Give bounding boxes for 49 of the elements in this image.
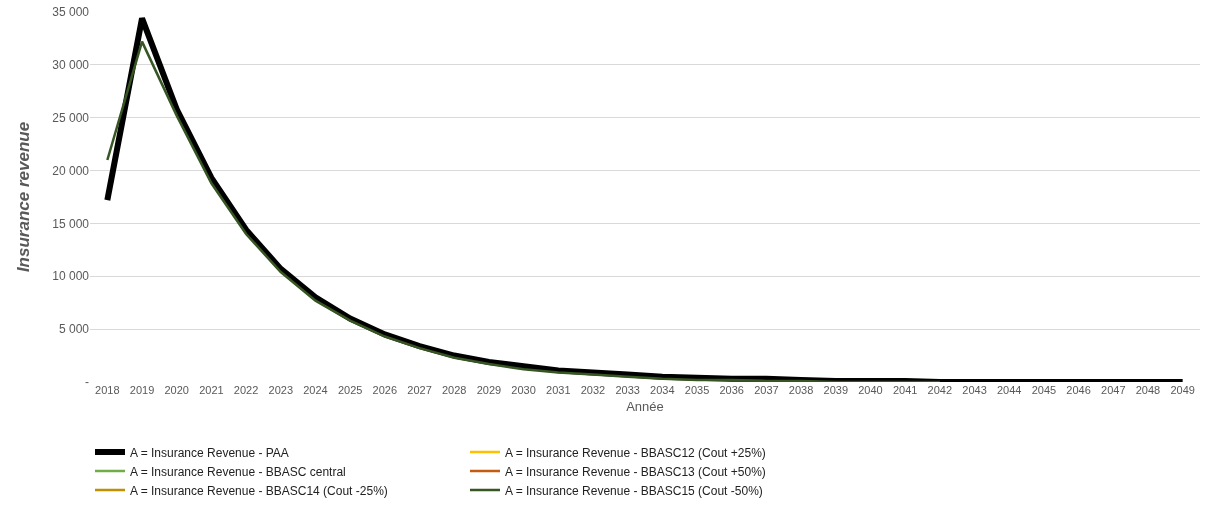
y-tick-label: 30 000 — [52, 58, 90, 73]
x-tick-label: 2038 — [788, 384, 814, 396]
x-tick-label: 2047 — [1101, 384, 1126, 396]
legend-label: A = Insurance Revenue - BBASC central — [130, 464, 346, 479]
x-tick-label: 2029 — [476, 384, 502, 396]
x-tick-label: 2049 — [1170, 384, 1195, 396]
y-tick-label: 25 000 — [52, 110, 90, 125]
x-tick-label: 2037 — [754, 384, 779, 396]
x-tick-label: 2045 — [1031, 384, 1057, 396]
legend-label: A = Insurance Revenue - PAA — [130, 445, 289, 460]
x-tick-label: 2040 — [858, 384, 883, 396]
y-tick-label: 5 000 — [58, 322, 90, 337]
line-series — [106, 40, 942, 382]
y-tick-label: 20 000 — [52, 163, 90, 178]
y-tick-label: 10 000 — [52, 269, 90, 284]
x-tick-label: 2023 — [268, 384, 294, 396]
x-tick-label: 2018 — [95, 384, 120, 396]
y-tick-label: 35 000 — [52, 5, 90, 20]
legend-label: A = Insurance Revenue - BBASC12 (Cout +25%) — [505, 445, 766, 460]
y-axis-title: Insurance revenue — [13, 121, 33, 273]
x-tick-label: 2031 — [546, 384, 571, 396]
x-tick-label: 2026 — [372, 384, 398, 396]
x-tick-label: 2044 — [996, 384, 1022, 396]
legend-label: A = Insurance Revenue - BBASC15 (Cout -50%) — [505, 483, 763, 498]
x-tick-label: 2030 — [511, 384, 536, 396]
x-tick-label: 2046 — [1066, 384, 1091, 396]
x-tick-label: 2043 — [962, 384, 987, 396]
x-tick-label: 2034 — [650, 384, 675, 396]
x-tick-label: 2035 — [684, 384, 710, 396]
x-tick-label: 2033 — [615, 384, 640, 396]
x-tick-label: 2032 — [580, 384, 606, 396]
x-tick-label: 2048 — [1135, 384, 1161, 396]
x-tick-label: 2024 — [303, 384, 328, 396]
x-axis-title: Année — [626, 398, 664, 414]
x-tick-label: 2036 — [719, 384, 744, 396]
y-tick-label: - — [85, 375, 89, 390]
legend-label: A = Insurance Revenue - BBASC14 (Cout -25%) — [130, 483, 388, 498]
x-tick-label: 2028 — [441, 384, 467, 396]
y-tick-label: 15 000 — [52, 216, 90, 231]
x-tick-label: 2039 — [823, 384, 849, 396]
legend-label: A = Insurance Revenue - BBASC13 (Cout +50%) — [505, 464, 766, 479]
x-tick-label: 2022 — [233, 384, 259, 396]
x-tick-label: 2019 — [129, 384, 155, 396]
x-tick-label: 2021 — [199, 384, 224, 396]
x-tick-label: 2020 — [164, 384, 189, 396]
x-tick-label: 2027 — [407, 384, 432, 396]
x-tick-label: 2025 — [337, 384, 363, 396]
x-tick-label: 2042 — [927, 384, 953, 396]
x-tick-label: 2041 — [892, 384, 918, 396]
